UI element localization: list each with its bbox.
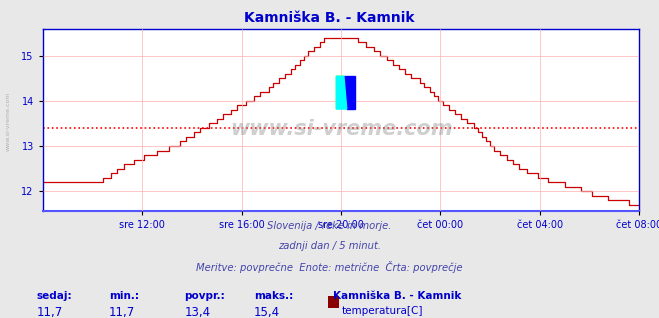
Text: maks.:: maks.: (254, 291, 293, 301)
Text: Kamniška B. - Kamnik: Kamniška B. - Kamnik (244, 11, 415, 25)
Polygon shape (336, 76, 344, 109)
Text: zadnji dan / 5 minut.: zadnji dan / 5 minut. (278, 241, 381, 251)
Text: Slovenija / reke in morje.: Slovenija / reke in morje. (268, 221, 391, 231)
Text: www.si-vreme.com: www.si-vreme.com (230, 119, 452, 139)
Text: 15,4: 15,4 (254, 306, 280, 318)
Text: 13,4: 13,4 (185, 306, 211, 318)
Text: temperatura[C]: temperatura[C] (341, 306, 423, 316)
Text: 11,7: 11,7 (109, 306, 135, 318)
Polygon shape (336, 76, 347, 109)
Text: min.:: min.: (109, 291, 139, 301)
Text: 11,7: 11,7 (36, 306, 63, 318)
Text: sedaj:: sedaj: (36, 291, 72, 301)
Text: Kamniška B. - Kamnik: Kamniška B. - Kamnik (333, 291, 461, 301)
Text: www.si-vreme.com: www.si-vreme.com (5, 91, 11, 151)
Text: Meritve: povprečne  Enote: metrične  Črta: povprečje: Meritve: povprečne Enote: metrične Črta:… (196, 261, 463, 273)
Polygon shape (344, 76, 355, 109)
Text: povpr.:: povpr.: (185, 291, 225, 301)
